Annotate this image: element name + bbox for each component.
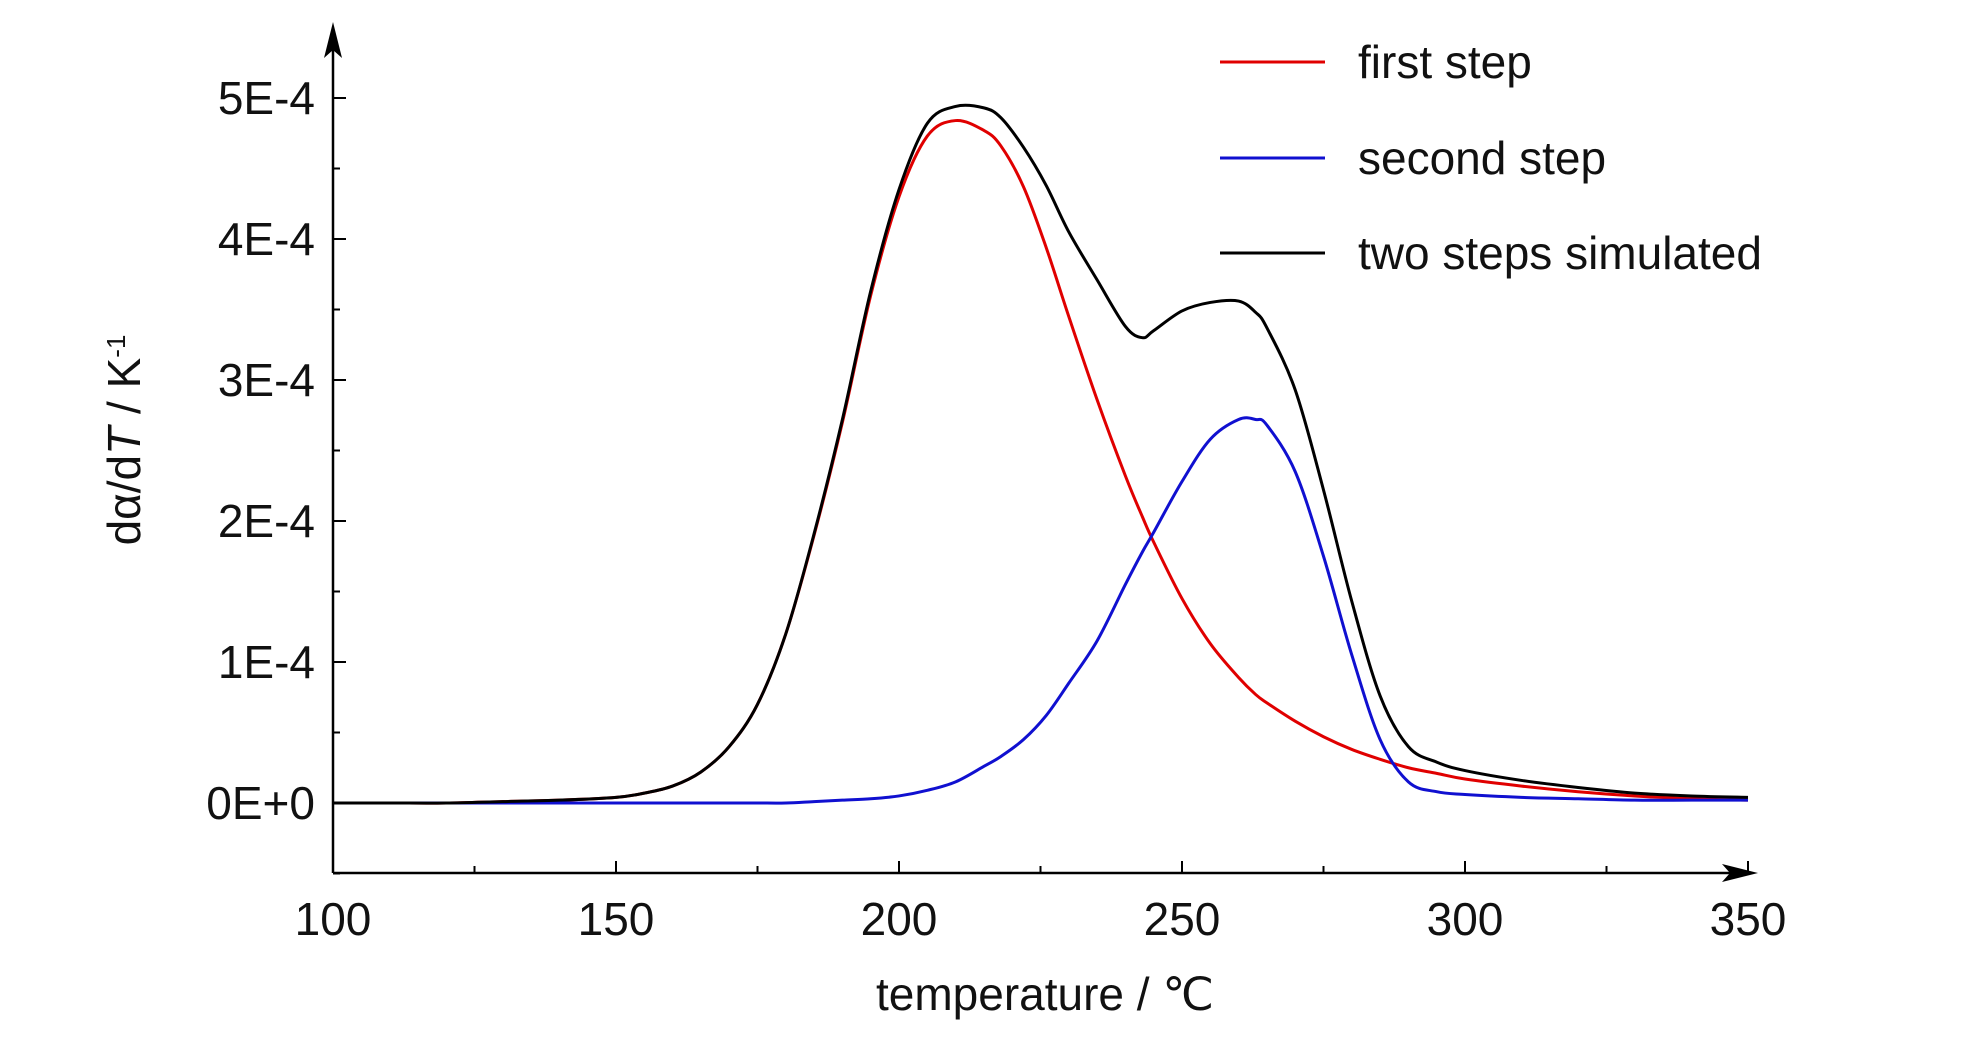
series-line-two-steps-simulated: [333, 103, 1749, 805]
y-axis-title: dα/dT / K-1: [98, 335, 150, 546]
legend-label: second step: [1358, 132, 1606, 184]
y-tick-label: 2E-4: [218, 495, 315, 547]
x-tick-label: 250: [1144, 893, 1221, 945]
x-tick-label: 350: [1710, 893, 1787, 945]
y-tick-label: 4E-4: [218, 213, 315, 265]
series-line-first-step: [333, 119, 1749, 805]
y-tick-label: 5E-4: [218, 72, 315, 124]
y-axis-arrowhead: [324, 22, 342, 58]
x-tick-label: 100: [295, 893, 372, 945]
legend: first step second step two steps simulated: [1220, 36, 1762, 279]
axes: [324, 22, 1758, 882]
x-tick-label: 300: [1427, 893, 1504, 945]
x-tick-label: 150: [578, 893, 655, 945]
y-tick-label: 1E-4: [218, 636, 315, 688]
x-axis-arrowhead: [1722, 864, 1758, 882]
legend-label: two steps simulated: [1358, 227, 1762, 279]
legend-label: first step: [1358, 36, 1532, 88]
x-tick-label: 200: [861, 893, 938, 945]
series-line-second-step: [333, 416, 1748, 805]
x-axis-ticks: 100 150 200 250 300 350: [295, 861, 1787, 945]
series-layer: [333, 103, 1749, 805]
x-axis-title: temperature / ℃: [876, 968, 1214, 1020]
y-tick-label: 0E+0: [206, 777, 315, 829]
y-tick-label: 3E-4: [218, 354, 315, 406]
y-axis-ticks: 0E+0 1E-4 2E-4 3E-4 4E-4 5E-4: [206, 72, 346, 875]
